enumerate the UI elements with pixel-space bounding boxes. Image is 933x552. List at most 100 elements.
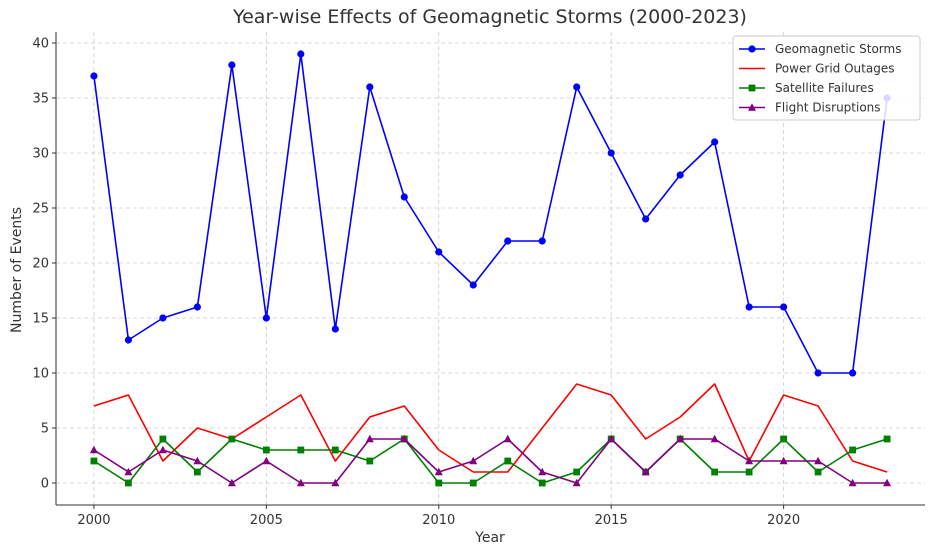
data-point [193, 468, 201, 476]
data-point [745, 456, 754, 465]
tick-labels: 2000 2005 2010 2015 2020 0 5 10 15 20 25 30 35 40 [32, 37, 800, 529]
y-tick-label: 0 [41, 477, 49, 492]
legend-item: Power Grid Outages [739, 62, 894, 76]
data-point [228, 61, 236, 69]
x-axis-label: Year [474, 530, 505, 546]
data-point [814, 456, 823, 465]
y-tick-label: 15 [32, 312, 49, 327]
data-point [848, 369, 857, 377]
y-tick-label: 30 [32, 147, 49, 162]
y-tick-label: 35 [32, 92, 49, 107]
series-flight-disruptions [89, 434, 892, 487]
axes [52, 32, 925, 509]
data-point [538, 479, 546, 487]
data-point [538, 467, 547, 476]
x-tick-label: 2015 [595, 513, 628, 528]
data-point [607, 149, 615, 157]
legend-marker [748, 103, 756, 111]
data-point [90, 457, 98, 465]
data-point [573, 468, 581, 476]
data-point [159, 314, 167, 322]
data-point [228, 435, 236, 443]
y-tick-label: 25 [32, 202, 49, 217]
x-tick-label: 2010 [422, 513, 455, 528]
legend-item: Satellite Failures [739, 81, 874, 95]
data-point [504, 457, 512, 465]
data-point [780, 435, 788, 443]
legend-item: Flight Disruptions [739, 101, 881, 115]
data-point [503, 434, 512, 443]
x-tick-label: 2005 [250, 513, 283, 528]
data-point [400, 193, 408, 201]
data-point [883, 478, 892, 487]
data-point [193, 303, 201, 311]
data-point [262, 456, 271, 465]
data-point [331, 446, 339, 454]
chart-title: Year-wise Effects of Geomagnetic Storms … [232, 6, 747, 28]
data-point [124, 467, 133, 476]
data-point [89, 445, 98, 454]
data-point [676, 171, 684, 179]
y-tick-label: 10 [32, 367, 49, 382]
data-point [814, 468, 822, 476]
data-point [400, 434, 409, 443]
legend-box [732, 35, 921, 121]
legend-label: Flight Disruptions [775, 101, 881, 115]
data-point [883, 435, 891, 443]
data-point [366, 457, 374, 465]
legend-marker [748, 84, 756, 92]
data-point [607, 434, 616, 443]
data-point [780, 303, 788, 311]
y-tick-label: 5 [41, 422, 49, 437]
data-point [676, 434, 685, 443]
data-point [469, 281, 477, 289]
x-tick-label: 2020 [767, 513, 800, 528]
data-point [745, 303, 753, 311]
data-point [262, 314, 270, 322]
data-point [297, 50, 305, 58]
series-line [93, 438, 888, 484]
data-point [745, 468, 753, 476]
data-point [297, 446, 305, 454]
data-point [125, 479, 132, 487]
data-point [227, 478, 236, 487]
legend-item: Geomagnetic Storms [739, 42, 901, 56]
legend-label: Power Grid Outages [775, 62, 894, 76]
data-point [434, 467, 443, 476]
series-geomagnetic-storms [90, 50, 891, 377]
data-point [366, 83, 374, 91]
data-point [504, 237, 512, 245]
data-point [435, 248, 443, 256]
data-point [711, 468, 719, 476]
data-point [331, 325, 339, 333]
data-point [365, 434, 374, 443]
data-point [469, 456, 478, 465]
data-point [124, 336, 133, 344]
legend-label: Geomagnetic Storms [775, 42, 901, 56]
data-point [331, 478, 340, 487]
data-point [849, 446, 856, 454]
data-point [262, 446, 270, 454]
data-point [710, 434, 719, 443]
data-point [538, 237, 546, 245]
data-point [814, 369, 822, 377]
legend-label: Satellite Failures [775, 81, 874, 95]
series-line [93, 53, 888, 374]
data-point [90, 72, 98, 80]
data-point [159, 435, 167, 443]
data-point [641, 467, 650, 476]
x-tick-label: 2000 [77, 513, 110, 528]
legend: Geomagnetic Storms Power Grid Outages Sate… [732, 35, 921, 121]
series-line [93, 438, 888, 484]
data-point [435, 479, 443, 487]
data-point [296, 478, 305, 487]
data-point [469, 479, 477, 487]
data-point [642, 215, 650, 223]
y-axis-label: Number of Events [9, 207, 25, 333]
data-point [711, 138, 719, 146]
data-point [779, 456, 788, 465]
y-tick-label: 40 [32, 37, 49, 52]
y-tick-label: 20 [32, 257, 49, 272]
data-point [848, 478, 857, 487]
